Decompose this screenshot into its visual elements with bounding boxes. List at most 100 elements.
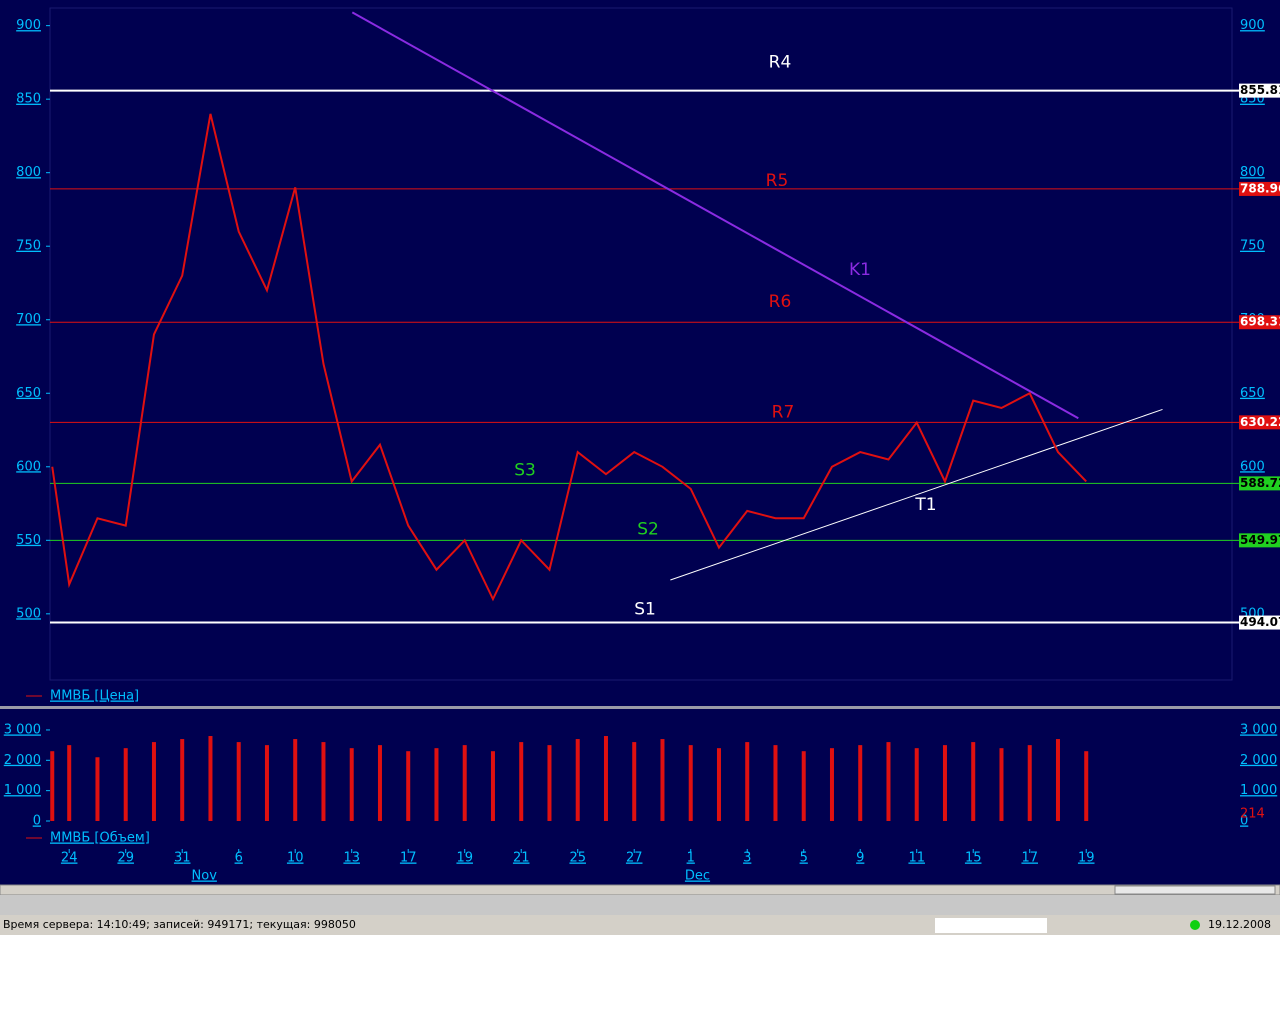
toolbar-area <box>0 895 1280 915</box>
x-tick-label: 9 <box>856 851 864 866</box>
level-name: S1 <box>634 600 656 620</box>
volume-bar <box>660 739 665 821</box>
legend-volume[interactable]: ММВБ [Объем] <box>50 831 150 846</box>
y-tick-label: 550 <box>16 533 41 548</box>
volume-bar <box>971 742 976 821</box>
y-tick-label-right: 650 <box>1240 386 1265 401</box>
volume-bar <box>349 748 354 821</box>
month-label: Nov <box>192 869 218 884</box>
volume-bar <box>914 748 919 821</box>
volume-bar <box>208 736 213 821</box>
volume-bar <box>67 745 72 821</box>
volume-bar <box>1055 739 1060 821</box>
x-tick-label: 17 <box>1021 851 1038 866</box>
volume-bar <box>406 751 411 821</box>
volume-bar <box>1084 751 1089 821</box>
plot-frame <box>49 7 1233 681</box>
server-status: Время сервера: 14:10:49; записей: 949171… <box>3 918 356 931</box>
price-panel <box>0 0 1280 706</box>
y-tick-label-right: 1 000 <box>1240 783 1277 798</box>
level-value: 698.31 <box>1240 315 1280 329</box>
x-tick-label: 29 <box>117 851 134 866</box>
x-tick-label: 27 <box>626 851 643 866</box>
level-box <box>1239 476 1280 491</box>
y-tick-label: 650 <box>16 386 41 401</box>
x-tick-label: 17 <box>400 851 417 866</box>
volume-bar <box>716 748 721 821</box>
volume-bar <box>293 739 298 821</box>
level-name: S2 <box>637 519 659 539</box>
scrollbar[interactable] <box>0 884 1280 896</box>
trend-line <box>670 408 1163 581</box>
status-date: 19.12.2008 <box>1208 918 1271 931</box>
trend-label: T1 <box>914 495 936 515</box>
level-name: R7 <box>772 402 795 422</box>
volume-bar <box>264 745 269 821</box>
volume-bar <box>942 745 947 821</box>
y-tick-label-right: 750 <box>1240 239 1265 254</box>
level-value: 588.72 <box>1240 476 1280 490</box>
x-tick-label: 19 <box>456 851 473 866</box>
scroll-thumb[interactable] <box>1114 885 1276 895</box>
level-name: S3 <box>514 460 536 480</box>
volume-bar <box>773 745 778 821</box>
y-tick-label: 750 <box>16 239 41 254</box>
x-tick-label: 5 <box>800 851 808 866</box>
level-value: 494.07 <box>1240 615 1280 629</box>
volume-bar <box>603 736 608 821</box>
volume-panel <box>0 709 1280 885</box>
x-tick-label: 31 <box>174 851 191 866</box>
y-tick-label: 850 <box>16 92 41 107</box>
volume-bar <box>999 748 1004 821</box>
volume-bar <box>236 742 241 821</box>
level-box <box>1239 533 1280 548</box>
volume-bar <box>575 739 580 821</box>
x-tick-label: 6 <box>235 851 243 866</box>
level-box <box>1239 415 1280 430</box>
volume-bar <box>688 745 693 821</box>
volume-bar <box>801 751 806 821</box>
level-box <box>1239 83 1280 98</box>
x-tick-label: 21 <box>513 851 530 866</box>
volume-bar <box>886 742 891 821</box>
volume-bar <box>123 748 128 821</box>
x-tick-label: 13 <box>343 851 360 866</box>
y-tick-label: 900 <box>16 18 41 33</box>
volume-bar <box>519 742 524 821</box>
volume-bar <box>321 742 326 821</box>
volume-bar <box>95 757 100 821</box>
y-tick-label-right: 0 <box>1240 813 1248 828</box>
volume-bar <box>632 742 637 821</box>
level-box <box>1239 615 1280 630</box>
volume-bar <box>547 745 552 821</box>
level-name: R4 <box>769 53 792 73</box>
volume-bar <box>745 742 750 821</box>
current-volume: 214 <box>1240 807 1265 822</box>
volume-bar <box>50 751 55 821</box>
y-tick-label-right: 900 <box>1240 18 1265 33</box>
x-tick-label: 3 <box>743 851 751 866</box>
level-value: 855.81 <box>1240 83 1280 97</box>
legend-price[interactable]: ММВБ [Цена] <box>50 689 139 704</box>
volume-bar <box>180 739 185 821</box>
x-tick-label: 1 <box>687 851 695 866</box>
volume-bar <box>377 745 382 821</box>
volume-bar <box>1027 745 1032 821</box>
y-tick-label: 500 <box>16 606 41 621</box>
month-label: Dec <box>685 869 710 884</box>
x-tick-label: 25 <box>569 851 586 866</box>
y-tick-label-right: 3 000 <box>1240 722 1277 737</box>
trend-label: K1 <box>849 260 871 280</box>
x-tick-label: 15 <box>965 851 982 866</box>
level-box <box>1239 315 1280 330</box>
volume-bar <box>151 742 156 821</box>
volume-bar <box>462 745 467 821</box>
y-tick-label: 2 000 <box>4 753 41 768</box>
splitter <box>0 706 1280 709</box>
y-tick-label: 1 000 <box>4 783 41 798</box>
y-tick-label: 3 000 <box>4 722 41 737</box>
y-tick-label-right: 600 <box>1240 459 1265 474</box>
x-tick-label: 11 <box>908 851 925 866</box>
